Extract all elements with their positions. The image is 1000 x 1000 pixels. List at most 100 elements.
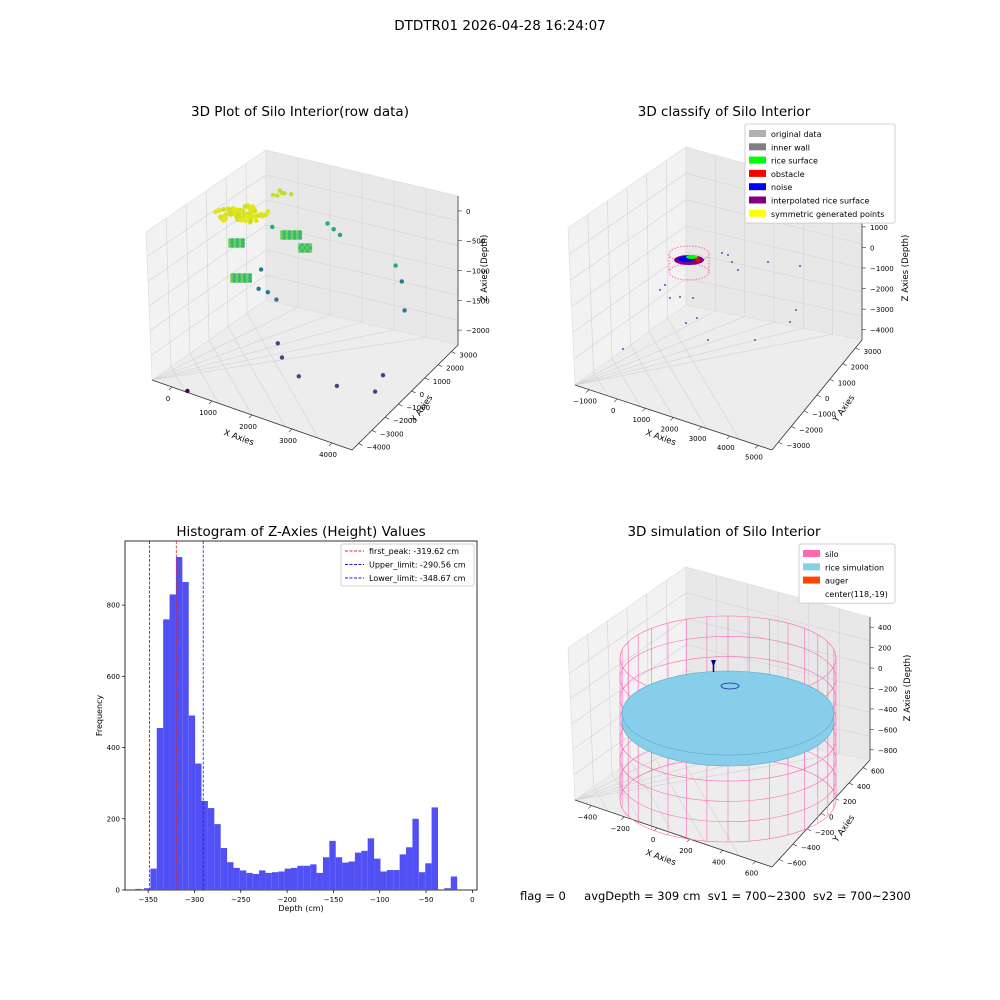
legend-swatch (803, 576, 820, 584)
legend-box (340, 543, 475, 587)
noise-point (664, 284, 666, 286)
histogram-bar (150, 868, 157, 890)
wall-point (298, 236, 303, 240)
histogram-bar (143, 888, 151, 890)
x-axis-label: X Axies (644, 848, 677, 868)
wall-point (235, 279, 240, 283)
wall-point (230, 279, 234, 283)
y-axis-label: Y Axies (831, 813, 858, 845)
surface-point (236, 213, 242, 218)
histogram-bar (220, 847, 228, 890)
noise-point (622, 348, 624, 350)
y-tick (411, 390, 416, 394)
wall-point (235, 241, 240, 245)
wall-point (230, 276, 234, 280)
wall-point (298, 246, 302, 250)
grid-line (146, 174, 267, 257)
grid-line (574, 328, 804, 386)
x-tick-label: −400 (578, 814, 597, 822)
surface-point (248, 218, 254, 224)
data-point (265, 290, 270, 295)
histogram: −350 −300 −250 −200 −150 −100 −50 0 0 200 400 600 80… (95, 524, 478, 913)
grid-line (151, 322, 363, 381)
z-tick-label: 400 (878, 624, 891, 632)
y-tick (804, 410, 809, 413)
histogram-bar (348, 861, 355, 890)
x-tick-label: 200 (679, 847, 692, 855)
y-tick-label: 600 (107, 673, 120, 681)
wall-point (290, 233, 295, 237)
histogram-bar (175, 557, 183, 890)
surface-point (221, 207, 227, 212)
y-tick-label: 1000 (433, 378, 451, 386)
x-tick-label: 2000 (661, 426, 679, 434)
status-line: flag = 0 avgDepth = 309 cm sv1 = 700~230… (520, 889, 911, 903)
y-tick-label: −1000 (812, 411, 836, 419)
y-tick (848, 782, 854, 786)
histogram-bar (354, 852, 362, 890)
z-tick-label: 1000 (870, 224, 888, 232)
y-tick-label: −4000 (367, 443, 391, 451)
wall-point (233, 238, 238, 242)
grid-line (151, 337, 427, 381)
legend-swatch (749, 196, 766, 204)
wall-point (237, 279, 242, 283)
noise-point (789, 321, 791, 323)
data-point (331, 227, 336, 232)
wall-point (240, 279, 245, 283)
y-tick-label: 3000 (459, 352, 477, 360)
surface-point (228, 212, 234, 217)
y-tick (855, 347, 860, 351)
y-tick (778, 441, 783, 445)
data-point (380, 373, 386, 378)
grid-line (151, 329, 395, 381)
y-tick (792, 843, 798, 847)
wall-point (230, 273, 234, 277)
legend-swatch (803, 563, 820, 571)
x-tick-label: −300 (185, 896, 204, 904)
histogram-bar (271, 872, 279, 890)
x-tick-label: 3000 (279, 437, 297, 445)
z-tick-label: −500 (466, 238, 485, 246)
wall-point (303, 249, 308, 253)
obstacle-point (695, 257, 701, 263)
surface-point (265, 209, 271, 214)
surface-point (213, 209, 218, 215)
wall-point (230, 241, 235, 245)
wall-point (241, 241, 245, 245)
histogram-bar (227, 862, 234, 890)
sv2-text: sv2 = 700~2300 (812, 889, 911, 903)
noise-point (692, 297, 694, 299)
wall-point (232, 279, 237, 283)
wall-point (280, 230, 284, 234)
y-tick-label: 0 (829, 814, 833, 822)
grid-line (685, 592, 871, 642)
y-tick (358, 443, 363, 446)
x-tick-label: 0 (651, 836, 655, 844)
z-tick-label: −2000 (466, 327, 490, 335)
wall-point (230, 238, 235, 242)
grid-line (189, 353, 219, 404)
legend-label: obstacle (771, 170, 805, 179)
chart-title: Histogram of Z-Axies (Height) Values (176, 524, 425, 540)
wall-point (237, 276, 242, 280)
legend-label: silo (825, 550, 839, 559)
wall-point (228, 241, 232, 245)
legend-label: rice simulation (825, 563, 884, 572)
legend-swatch (749, 183, 766, 191)
surface-point (238, 209, 243, 215)
y-tick (437, 364, 443, 367)
histogram-bar (412, 818, 419, 890)
wall-point (295, 233, 300, 237)
wall-point (243, 279, 247, 283)
wall-point (243, 276, 247, 280)
grid-line (574, 322, 775, 386)
x-tick-label: 400 (712, 858, 725, 866)
legend-swatch (749, 130, 766, 137)
wall-point (280, 233, 284, 237)
histogram-bar (450, 876, 458, 890)
legend-label: Upper_limit: -290.56 cm (369, 561, 466, 570)
grid-line (611, 773, 641, 823)
wall-point (232, 273, 237, 277)
y-tick-label: −600 (787, 859, 806, 867)
